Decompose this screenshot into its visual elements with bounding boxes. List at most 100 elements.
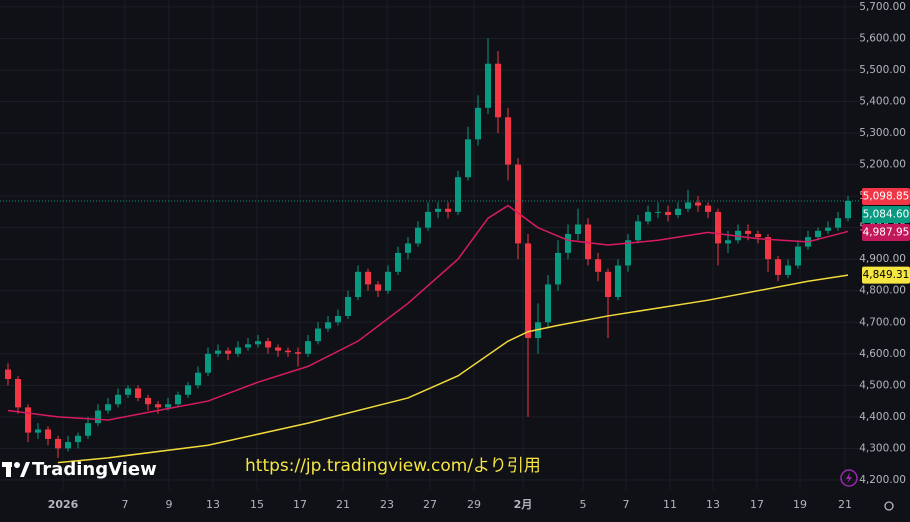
candle-body: [645, 211, 651, 222]
candle-body: [625, 240, 631, 266]
y-tick-label: 4,600.00: [859, 348, 906, 360]
candle-body: [685, 202, 691, 209]
x-tick-label: 21: [838, 498, 852, 511]
candle-body: [695, 202, 701, 206]
candle-body: [225, 350, 231, 354]
candle-body: [575, 224, 581, 234]
candle-body: [455, 177, 461, 212]
candle-body: [505, 117, 511, 165]
candle-body: [705, 205, 711, 212]
price-badge-label: 4,849.31: [863, 269, 910, 281]
candle-body: [725, 240, 731, 244]
candle-body: [255, 341, 261, 345]
candle-body: [215, 350, 221, 354]
candle-body: [775, 259, 781, 275]
y-tick-label: 4,500.00: [859, 379, 906, 391]
candle-body: [555, 252, 561, 285]
candle-body: [65, 442, 71, 449]
candle-body: [485, 63, 491, 108]
grid: [0, 0, 860, 490]
candle-body: [355, 271, 361, 298]
candle-body: [495, 63, 501, 118]
candle-body: [95, 410, 101, 424]
candle-body: [615, 265, 621, 298]
price-badge: [862, 223, 910, 241]
x-tick-label: 9: [166, 498, 173, 511]
candle-body: [475, 107, 481, 140]
candle-body: [25, 407, 31, 433]
candle-body: [825, 227, 831, 231]
candle-body: [85, 423, 91, 436]
candle-body: [815, 230, 821, 238]
y-tick-label: 4,300.00: [859, 442, 906, 454]
candle-body: [385, 271, 391, 291]
candle-body: [315, 328, 321, 342]
candle-body: [665, 211, 671, 216]
candle-body: [105, 404, 111, 411]
moving-average: [57, 274, 849, 464]
candle-body: [845, 200, 851, 219]
candle-body: [415, 227, 421, 244]
candle-body: [155, 404, 161, 408]
candle-body: [345, 297, 351, 316]
candle-body: [5, 369, 11, 380]
x-tick-label: 15: [250, 498, 264, 511]
y-tick-label: 5,400.00: [859, 96, 906, 108]
candle-body: [55, 438, 61, 449]
candle-body: [165, 404, 171, 408]
candle-body: [275, 347, 281, 351]
moving-average: [7, 204, 849, 421]
y-tick-label: 5,700.00: [859, 1, 906, 13]
y-tick-label: 4,200.00: [859, 474, 906, 486]
x-tick-label: 7: [122, 498, 129, 511]
x-tick-label: 23: [380, 498, 394, 511]
lightning-icon: [846, 472, 852, 484]
watermark: TradingView: [32, 459, 157, 480]
candle-body: [15, 379, 21, 408]
y-tick-label: 4,800.00: [859, 285, 906, 297]
candle-body: [175, 394, 181, 405]
candle-body: [135, 388, 141, 398]
candle-body: [565, 233, 571, 253]
x-tick-label: 21: [336, 498, 350, 511]
candle-body: [185, 385, 191, 395]
candle-body: [795, 246, 801, 266]
candle-body: [525, 243, 531, 339]
candle-body: [395, 252, 401, 272]
price-badge-label: 4,987.95: [863, 226, 910, 238]
candle-body: [365, 271, 371, 285]
lightning-button[interactable]: [840, 469, 858, 487]
y-tick-label: 5,200.00: [859, 159, 906, 171]
candle-body: [335, 315, 341, 323]
y-tick-label: 4,900.00: [859, 253, 906, 265]
candle-body: [655, 211, 661, 213]
candle-body: [265, 341, 271, 348]
x-tick-label: 13: [706, 498, 720, 511]
candle-body: [545, 284, 551, 323]
x-tick-label: 17: [750, 498, 764, 511]
candle-body: [235, 347, 241, 354]
candle-body: [785, 265, 791, 275]
price-badge-label: 5,098.85: [863, 190, 910, 202]
candle-body: [595, 259, 601, 272]
logo: TradingView: [2, 459, 157, 480]
candle-body: [425, 211, 431, 228]
y-tick-label: 5,600.00: [859, 32, 906, 44]
candle-body: [295, 352, 301, 354]
candle-body: [145, 397, 151, 405]
x-tick-label: 27: [423, 498, 437, 511]
settings-button[interactable]: [884, 501, 894, 511]
candle-body: [115, 394, 121, 405]
candle-body: [325, 322, 331, 329]
x-tick-label: 19: [793, 498, 807, 511]
logo-mark: [20, 462, 30, 477]
candle-body: [35, 429, 41, 433]
candle-body: [195, 372, 201, 386]
candle-body: [605, 271, 611, 298]
logo-mark: [14, 462, 20, 468]
candle-body: [435, 208, 441, 212]
bottom-icons: [840, 469, 894, 511]
price-badge: [862, 187, 910, 205]
candle-body: [755, 233, 761, 238]
